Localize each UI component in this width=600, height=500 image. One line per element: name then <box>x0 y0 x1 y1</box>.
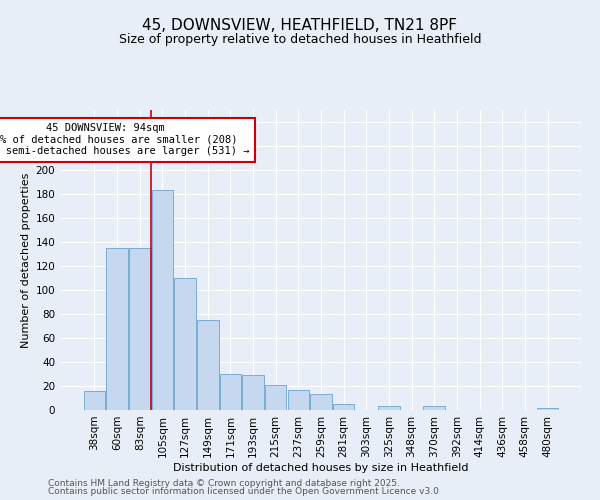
Bar <box>310 394 332 410</box>
Bar <box>287 390 309 410</box>
Bar <box>333 404 355 410</box>
Bar <box>129 248 151 410</box>
Bar <box>537 408 558 410</box>
Bar <box>84 391 105 410</box>
Text: 45, DOWNSVIEW, HEATHFIELD, TN21 8PF: 45, DOWNSVIEW, HEATHFIELD, TN21 8PF <box>143 18 458 32</box>
Bar <box>220 374 241 410</box>
Text: Contains HM Land Registry data © Crown copyright and database right 2025.: Contains HM Land Registry data © Crown c… <box>48 478 400 488</box>
Y-axis label: Number of detached properties: Number of detached properties <box>21 172 31 348</box>
Bar <box>242 375 264 410</box>
Bar <box>106 248 128 410</box>
Bar <box>378 406 400 410</box>
Text: 45 DOWNSVIEW: 94sqm
← 28% of detached houses are smaller (208)
72% of semi-detac: 45 DOWNSVIEW: 94sqm ← 28% of detached ho… <box>0 123 250 156</box>
Bar <box>175 278 196 410</box>
Bar <box>265 385 286 410</box>
X-axis label: Distribution of detached houses by size in Heathfield: Distribution of detached houses by size … <box>173 462 469 472</box>
Bar <box>424 406 445 410</box>
Bar <box>152 190 173 410</box>
Text: Size of property relative to detached houses in Heathfield: Size of property relative to detached ho… <box>119 32 481 46</box>
Text: Contains public sector information licensed under the Open Government Licence v3: Contains public sector information licen… <box>48 487 439 496</box>
Bar <box>197 320 218 410</box>
